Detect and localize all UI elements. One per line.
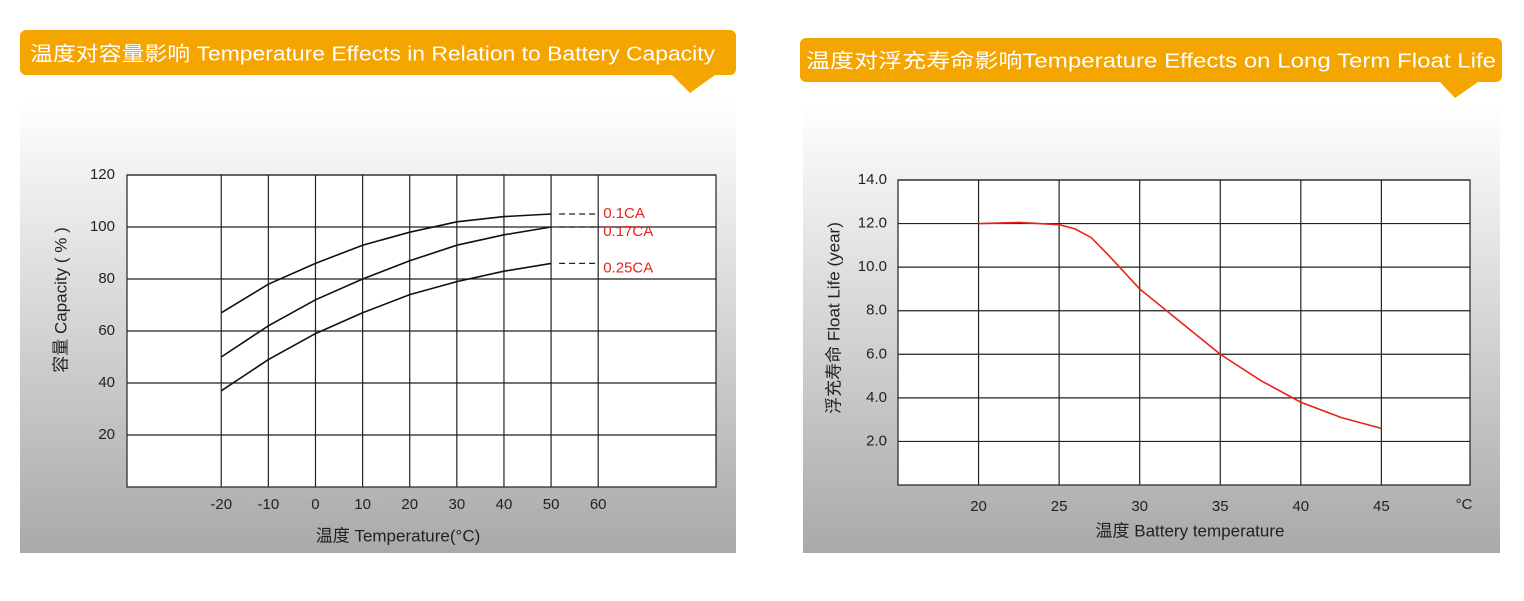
y-tick-label: 2.0 — [866, 432, 887, 449]
chart-title: 温度对容量影响 Temperature Effects in Relation … — [30, 42, 715, 65]
x-tick-label: 0 — [311, 496, 319, 513]
title-banner — [800, 38, 1502, 98]
line — [220, 226, 552, 358]
line — [220, 262, 552, 392]
y-tick-label: 80 — [98, 270, 115, 287]
y-tick-label: 6.0 — [866, 345, 887, 362]
y-tick-label: 14.0 — [858, 171, 887, 188]
plot-area — [897, 179, 1471, 486]
x-tick-label: 10 — [354, 496, 371, 513]
line — [220, 213, 552, 314]
y-tick-label: 40 — [98, 374, 115, 391]
title-banner — [20, 30, 736, 93]
x-axis-title: 温度 Temperature(°C) — [316, 526, 481, 545]
series-label: 0.25CA — [603, 259, 653, 276]
x-tick-label: 60 — [590, 496, 607, 513]
y-axis-title: 容量 Capacity ( % ) — [51, 227, 70, 372]
x-tick-label: 30 — [448, 496, 465, 513]
y-tick-label: 20 — [98, 426, 115, 443]
x-tick-label: 25 — [1051, 498, 1068, 515]
x-tick-label: 35 — [1212, 498, 1229, 515]
y-tick-label: 60 — [98, 322, 115, 339]
series-label: 0.1CA — [603, 205, 645, 222]
y-tick-label: 120 — [90, 166, 115, 183]
x-tick-label: -10 — [258, 496, 280, 513]
x-tick-label: 40 — [496, 496, 513, 513]
line — [978, 221, 1382, 430]
x-axis-title: 温度 Battery temperature — [1096, 521, 1285, 540]
x-tick-label: 40 — [1292, 498, 1309, 515]
x-tick-label: -20 — [210, 496, 232, 513]
series-label: 0.17CA — [603, 223, 653, 240]
y-tick-label: 100 — [90, 218, 115, 235]
x-tick-label: 20 — [401, 496, 418, 513]
x-tick-label: 50 — [543, 496, 560, 513]
chart-title: 温度对浮充寿命影响Temperature Effects on Long Ter… — [806, 49, 1496, 72]
y-axis-title: 浮充寿命 Float Life (year) — [824, 222, 843, 414]
y-tick-label: 12.0 — [858, 215, 887, 232]
x-tick-label: 30 — [1131, 498, 1148, 515]
x-unit: °C — [1456, 496, 1473, 513]
y-tick-label: 4.0 — [866, 389, 887, 406]
y-tick-label: 8.0 — [866, 302, 887, 319]
y-tick-label: 10.0 — [858, 258, 887, 275]
x-tick-label: 45 — [1373, 498, 1390, 515]
x-tick-label: 20 — [970, 498, 987, 515]
